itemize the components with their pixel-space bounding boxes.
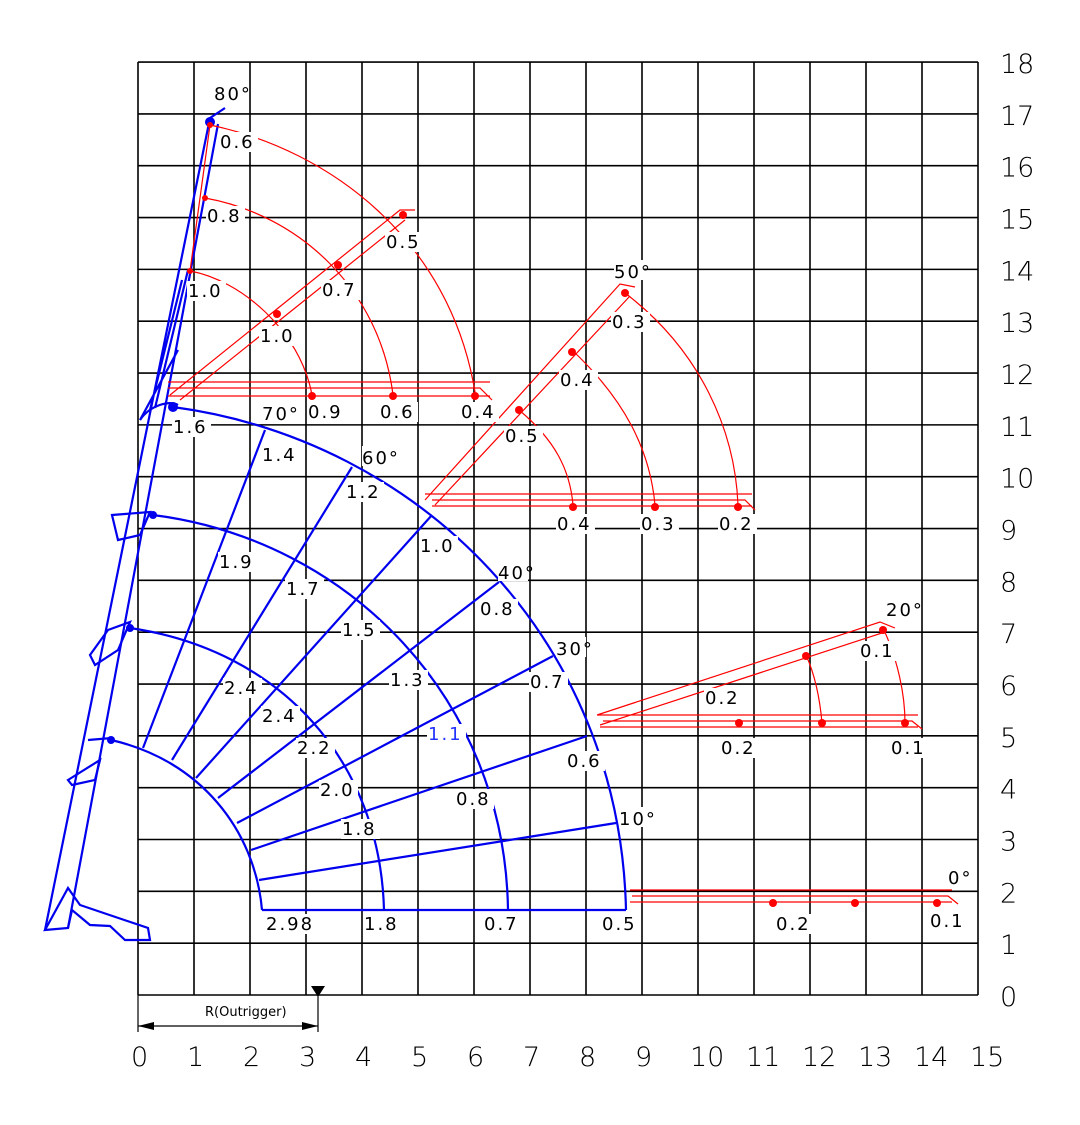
y-tick-label: 16	[1000, 153, 1034, 184]
x-tick-label: 13	[858, 1042, 892, 1073]
y-tick-label: 10	[1000, 464, 1034, 495]
angle-20: 20°	[886, 600, 924, 621]
y-tick-label: 3	[1000, 827, 1017, 858]
load-label: 2.4	[262, 706, 297, 727]
load-label: 2.4	[224, 678, 259, 699]
x-tick-label: 2	[243, 1042, 260, 1073]
load-label: 0.6	[567, 751, 602, 772]
angle-70: 70°	[262, 404, 300, 425]
y-tick-label: 2	[1000, 878, 1017, 909]
load-label: 1.2	[346, 482, 381, 503]
load-label: 0.7	[530, 672, 565, 693]
load-label: 0.8	[480, 599, 515, 620]
load-label: 1.9	[219, 552, 254, 573]
load-label: 1.1	[428, 724, 463, 745]
load-label: 0.3	[641, 514, 676, 535]
x-tick-label: 3	[299, 1042, 316, 1073]
load-label: 0.6	[380, 402, 415, 423]
load-label: 2.98	[266, 914, 314, 935]
angle-labels: 80° 70° 60° 50° 40° 30° 20° 10° 0°	[214, 82, 972, 889]
load-label: 0.7	[484, 914, 519, 935]
outrigger-label: R(Outrigger)	[205, 1005, 287, 1020]
angle-60: 60°	[362, 448, 400, 469]
x-tick-label: 9	[635, 1042, 652, 1073]
load-label: 0.2	[776, 914, 811, 935]
angle-80: 80°	[214, 84, 252, 105]
load-label: 0.3	[612, 312, 647, 333]
angle-10: 10°	[619, 809, 657, 830]
load-label: 2.2	[297, 738, 332, 759]
y-tick-label: 1	[1000, 930, 1017, 961]
grid	[137, 61, 979, 996]
load-label: 1.6	[173, 417, 208, 438]
load-label: 1.7	[286, 579, 321, 600]
load-label: 1.8	[342, 819, 377, 840]
x-tick-label: 8	[579, 1042, 596, 1073]
load-label: 0.7	[322, 280, 357, 301]
angle-30: 30°	[556, 639, 594, 660]
load-label: 1.0	[188, 281, 223, 302]
load-label: 1.3	[390, 670, 425, 691]
y-tick-label: 13	[1000, 308, 1034, 339]
load-labels: 0.6 0.8 1.0 0.5 0.7 1.0 0.9 0.6 0.4 0.3 0.4 0.5 0.4 0…	[172, 132, 968, 935]
y-tick-label: 6	[1000, 671, 1017, 702]
load-label: 0.4	[461, 402, 496, 423]
crane-boom-vertical	[43, 107, 226, 942]
outrigger-dimension: R(Outrigger)	[137, 986, 325, 1032]
y-tick-label: 0	[1000, 982, 1017, 1013]
load-label: 0.1	[860, 641, 895, 662]
y-tick-label: 7	[1000, 619, 1017, 650]
angle-50: 50°	[614, 262, 652, 283]
load-label: 0.2	[705, 688, 740, 709]
y-tick-label: 5	[1000, 723, 1017, 754]
axis-ticks: 0 1 2 3 4 5 6 7 8 9 10 11 12 13 14 15012345678910111213…	[131, 49, 1034, 1073]
y-tick-label: 8	[1000, 567, 1017, 598]
x-tick-label: 4	[355, 1042, 372, 1073]
load-label: 1.5	[342, 620, 377, 641]
load-label: 0.1	[930, 911, 965, 932]
load-label: 0.9	[308, 402, 343, 423]
load-label: 0.6	[220, 132, 255, 153]
load-label: 0.4	[560, 370, 595, 391]
x-tick-label: 11	[746, 1042, 780, 1073]
x-tick-label: 15	[970, 1042, 1004, 1073]
y-tick-label: 17	[1000, 101, 1034, 132]
load-label: 0.4	[557, 514, 592, 535]
outrigger-marker-icon	[311, 986, 325, 997]
load-label: 2.0	[320, 780, 355, 801]
y-tick-label: 9	[1000, 516, 1017, 547]
load-label: 0.8	[456, 789, 491, 810]
x-tick-label: 1	[187, 1042, 204, 1073]
load-label: 0.5	[602, 914, 637, 935]
load-label: 1.8	[364, 914, 399, 935]
load-label: 1.0	[260, 326, 295, 347]
load-label: 0.2	[721, 738, 756, 759]
load-label: 1.0	[420, 536, 455, 557]
x-tick-label: 5	[411, 1042, 428, 1073]
x-tick-label: 6	[467, 1042, 484, 1073]
angle-0: 0°	[948, 868, 972, 889]
working-envelope	[110, 405, 628, 912]
y-tick-label: 11	[1000, 412, 1034, 443]
load-label: 0.5	[386, 232, 421, 253]
load-label: 0.8	[207, 206, 242, 227]
boom-positions	[168, 122, 959, 907]
y-tick-label: 15	[1000, 205, 1034, 236]
x-tick-label: 14	[914, 1042, 948, 1073]
load-label: 0.5	[505, 426, 540, 447]
y-tick-label: 14	[1000, 256, 1034, 287]
y-tick-label: 4	[1000, 775, 1017, 806]
y-tick-label: 18	[1000, 49, 1034, 80]
angle-40: 40°	[498, 563, 536, 584]
x-tick-label: 10	[690, 1042, 724, 1073]
y-tick-label: 12	[1000, 360, 1034, 391]
x-tick-label: 0	[131, 1042, 148, 1073]
load-label: 1.4	[262, 445, 297, 466]
x-tick-label: 7	[523, 1042, 540, 1073]
x-tick-label: 12	[802, 1042, 836, 1073]
load-label: 0.1	[891, 738, 926, 759]
load-label: 0.2	[719, 514, 754, 535]
